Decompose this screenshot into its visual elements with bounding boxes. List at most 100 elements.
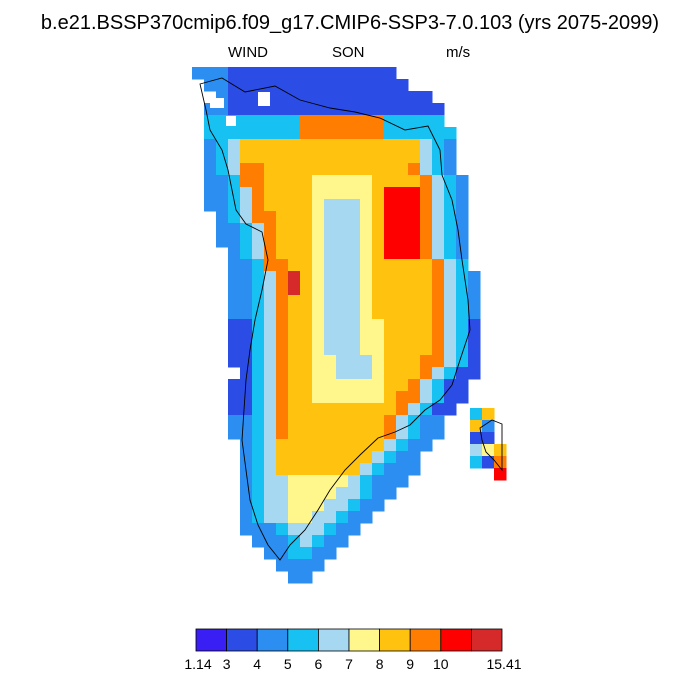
wind-cell	[384, 79, 397, 92]
wind-cell	[264, 355, 277, 368]
wind-cell	[240, 151, 253, 164]
wind-cell	[252, 511, 265, 524]
wind-cell	[228, 355, 241, 368]
wind-cell	[300, 451, 313, 464]
wind-cell	[372, 175, 385, 188]
wind-cell	[372, 331, 385, 344]
wind-cell	[348, 451, 361, 464]
wind-cell	[240, 235, 253, 248]
wind-cell	[228, 271, 241, 284]
wind-cell	[300, 67, 313, 80]
wind-cell	[324, 115, 337, 128]
wind-cell	[264, 439, 277, 452]
wind-cell	[408, 103, 421, 116]
wind-cell	[324, 79, 337, 92]
wind-cell	[360, 283, 373, 296]
wind-cell	[228, 91, 241, 104]
units-label: m/s	[446, 44, 471, 61]
wind-cell	[204, 115, 217, 128]
wind-cell	[300, 343, 313, 356]
wind-cell	[336, 127, 349, 140]
wind-cell	[300, 535, 313, 548]
wind-cell	[300, 427, 313, 440]
wind-cell	[396, 91, 409, 104]
wind-cell	[252, 355, 265, 368]
wind-cell	[348, 487, 361, 500]
wind-cell	[324, 223, 337, 236]
wind-cell	[264, 103, 277, 116]
wind-cell	[312, 223, 325, 236]
wind-cell	[456, 199, 469, 212]
wind-cell	[264, 163, 277, 176]
wind-cell	[240, 379, 253, 392]
colorbar-label: 10	[433, 656, 449, 672]
wind-cell	[312, 259, 325, 272]
wind-cell	[240, 523, 253, 536]
wind-cell	[252, 235, 265, 248]
wind-cell	[252, 427, 265, 440]
wind-cell	[228, 139, 241, 152]
wind-cell	[324, 499, 337, 512]
wind-cell	[300, 199, 313, 212]
wind-cell	[348, 403, 361, 416]
wind-cell	[396, 151, 409, 164]
wind-cell	[264, 283, 277, 296]
wind-cell	[360, 151, 373, 164]
wind-cell	[264, 295, 277, 308]
colorbar-label: 15.41	[486, 656, 522, 672]
wind-cell	[204, 163, 217, 176]
wind-cell	[420, 295, 433, 308]
colorbar-label: 5	[283, 656, 292, 672]
wind-cell	[216, 115, 229, 128]
colorbar-swatch	[226, 628, 258, 652]
wind-cell	[240, 91, 253, 104]
colorbar-swatch	[317, 628, 350, 652]
wind-cell	[372, 499, 385, 512]
colorbar-swatch	[409, 628, 442, 652]
wind-cell	[264, 151, 277, 164]
wind-cell	[204, 175, 217, 188]
wind-cell	[384, 403, 397, 416]
wind-cell	[384, 355, 397, 368]
wind-cell	[408, 355, 421, 368]
wind-cell	[396, 103, 409, 116]
wind-cell	[240, 427, 253, 440]
wind-cell	[228, 379, 241, 392]
wind-cell	[396, 463, 409, 476]
wind-cell	[288, 379, 301, 392]
wind-cell	[216, 199, 229, 212]
wind-cell	[468, 295, 481, 308]
wind-cell	[276, 259, 289, 272]
wind-cell	[384, 463, 397, 476]
wind-cell	[204, 139, 217, 152]
colorbar-swatch	[195, 628, 228, 652]
wind-cell	[300, 151, 313, 164]
wind-cell	[288, 175, 301, 188]
wind-cell	[300, 331, 313, 344]
wind-cell	[264, 307, 277, 320]
wind-cell	[312, 163, 325, 176]
wind-cell	[240, 391, 253, 404]
wind-cell	[324, 487, 337, 500]
wind-cell	[336, 271, 349, 284]
wind-cell	[240, 487, 253, 500]
wind-cell	[312, 547, 325, 560]
wind-cell	[312, 475, 325, 488]
wind-cell	[312, 499, 325, 512]
wind-cell	[384, 451, 397, 464]
wind-cell	[408, 223, 421, 236]
wind-cell	[288, 463, 301, 476]
wind-cell	[228, 199, 241, 212]
wind-cell	[408, 163, 421, 176]
wind-cell	[324, 547, 337, 560]
wind-cell	[240, 319, 253, 332]
wind-cell	[240, 163, 253, 176]
wind-cell	[444, 319, 457, 332]
wind-cell	[288, 187, 301, 200]
wind-cell	[372, 343, 385, 356]
wind-cell	[312, 331, 325, 344]
wind-cell	[264, 127, 277, 140]
wind-cell	[348, 367, 361, 380]
wind-cell	[300, 475, 313, 488]
wind-cell	[408, 343, 421, 356]
